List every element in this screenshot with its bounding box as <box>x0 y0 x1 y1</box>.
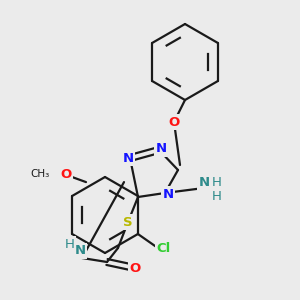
Text: N: N <box>162 188 174 200</box>
Text: H: H <box>212 176 222 190</box>
Text: Cl: Cl <box>157 242 171 254</box>
Text: O: O <box>60 168 72 181</box>
Text: CH₃: CH₃ <box>31 169 50 179</box>
Text: N: N <box>198 176 210 190</box>
Text: O: O <box>129 262 141 275</box>
Text: N: N <box>74 244 86 257</box>
Text: H: H <box>212 190 222 203</box>
Text: O: O <box>168 116 180 128</box>
Text: H: H <box>65 238 75 250</box>
Text: N: N <box>155 142 167 155</box>
Text: S: S <box>123 215 133 229</box>
Text: N: N <box>122 152 134 164</box>
